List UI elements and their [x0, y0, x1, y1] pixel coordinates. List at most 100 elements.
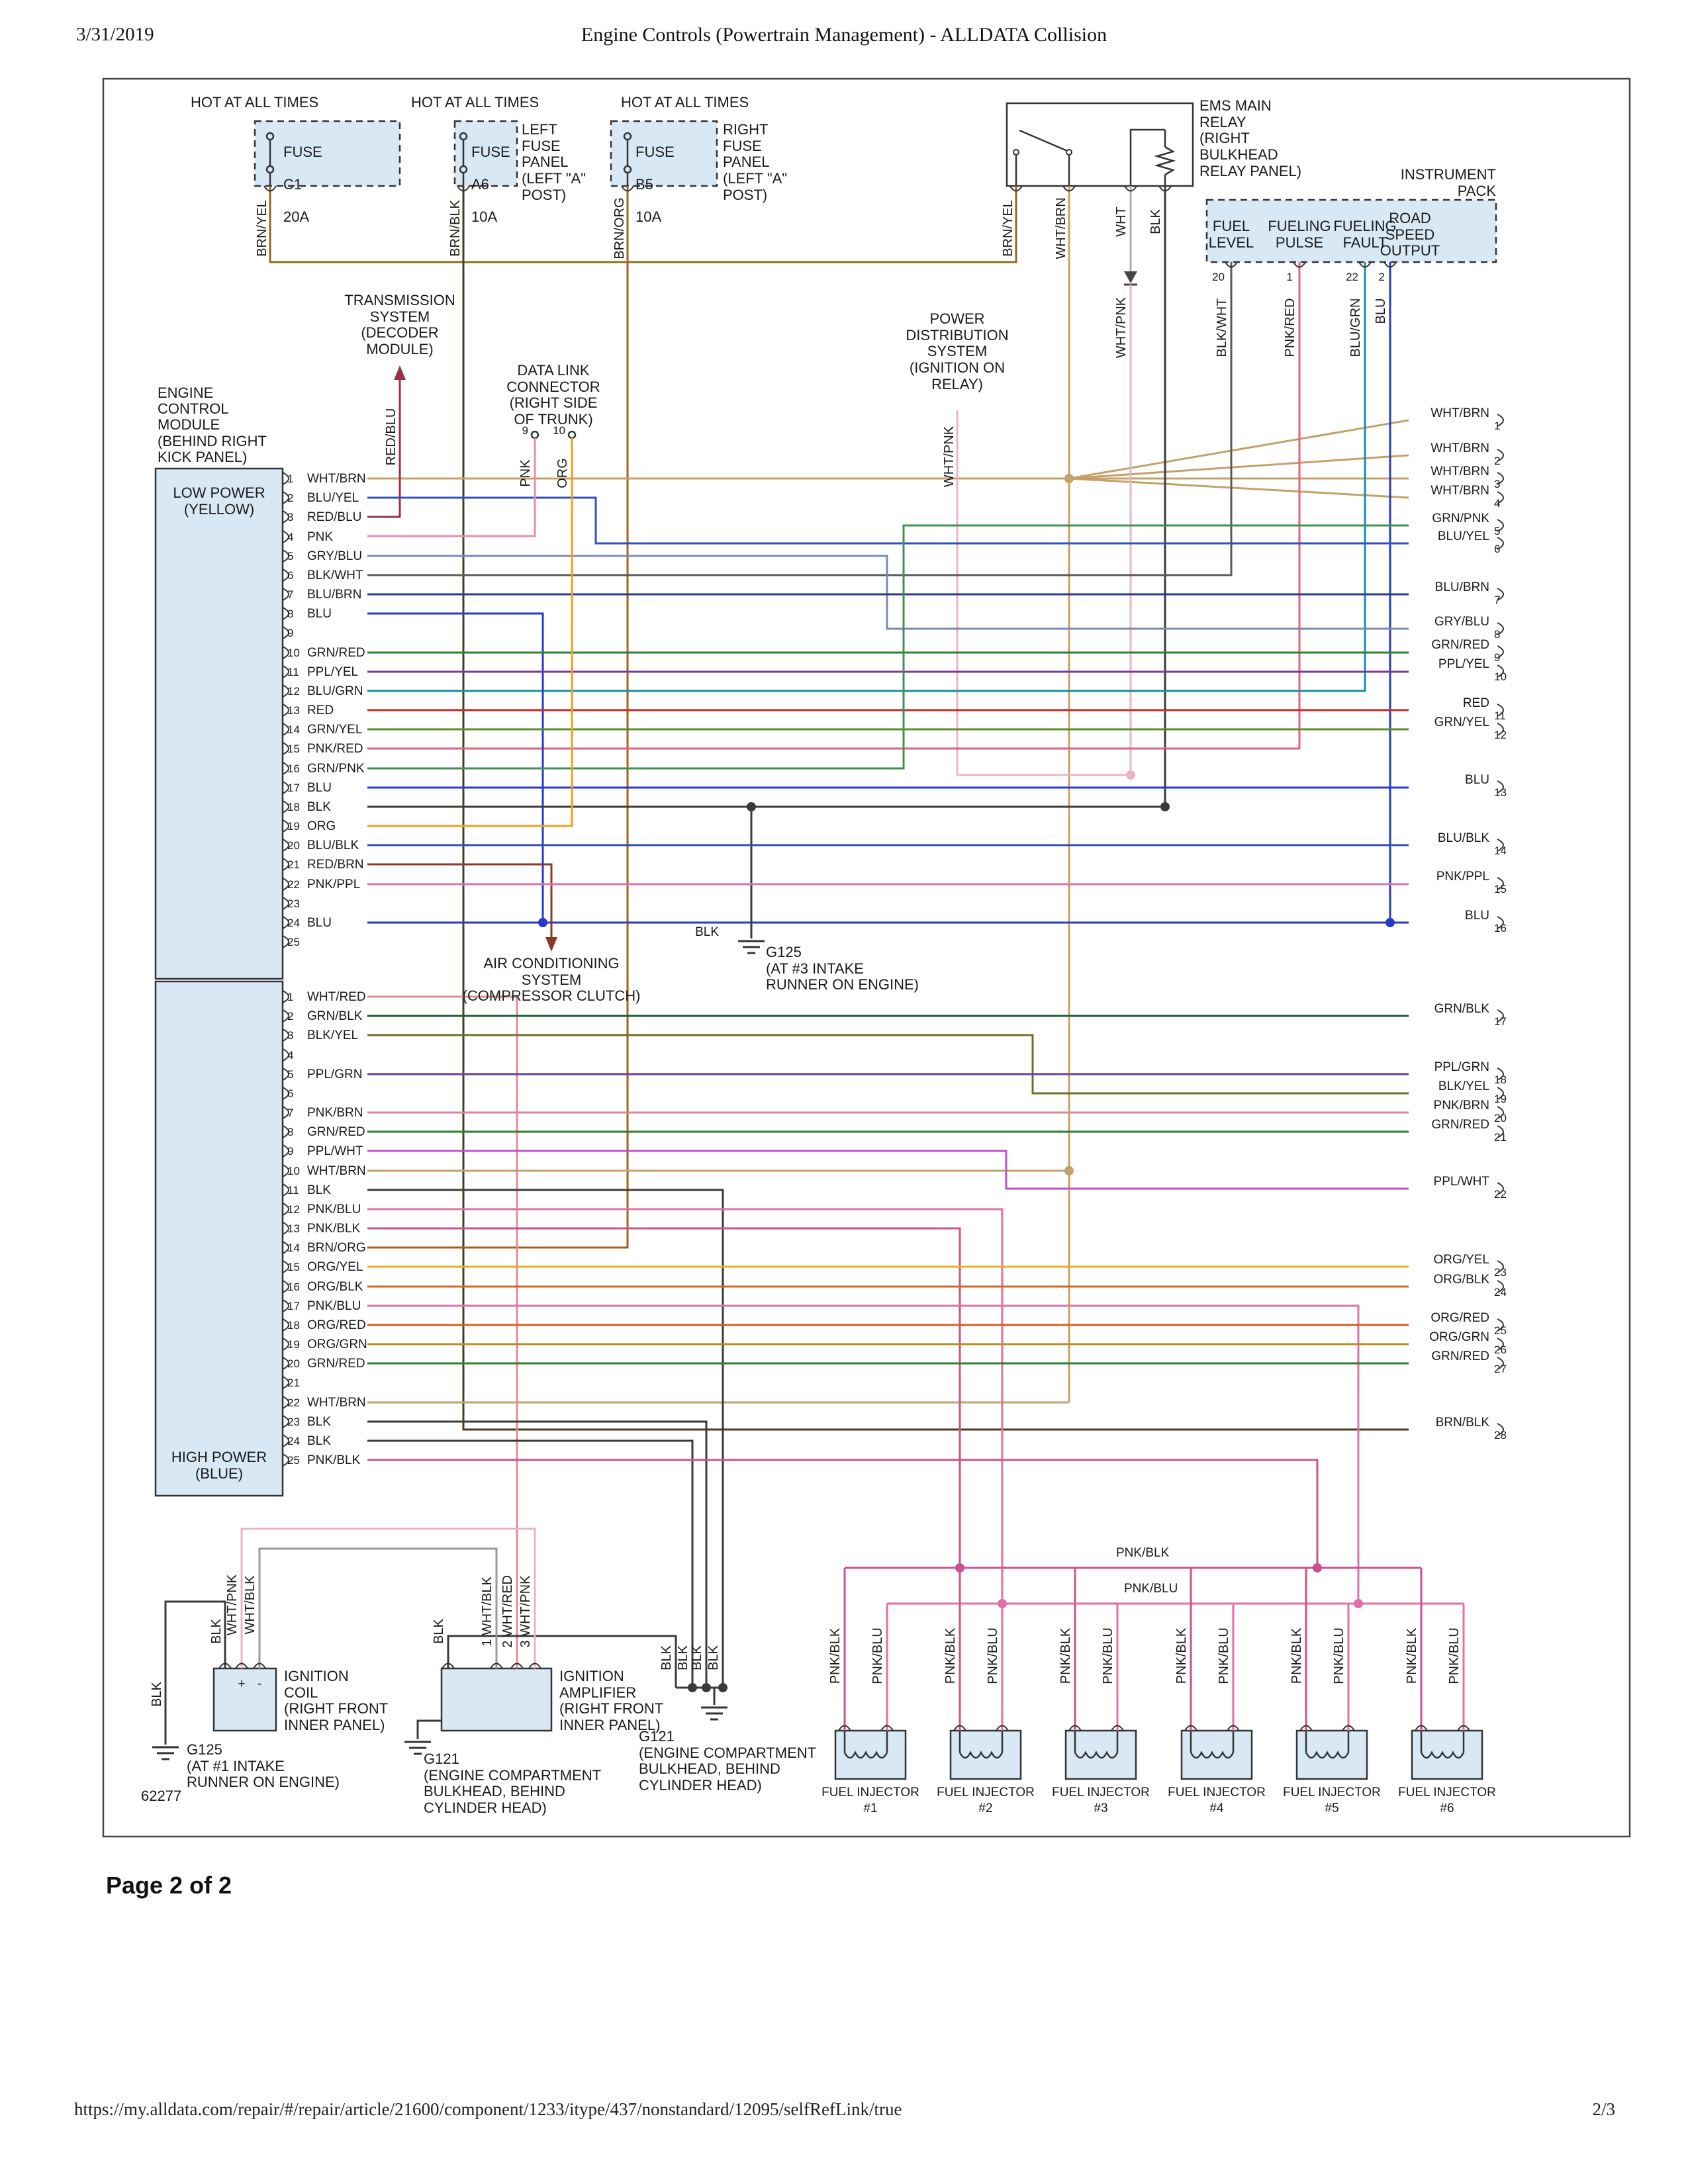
- right-edge-bracket: [1497, 414, 1504, 427]
- pin-bracket-icon: [1068, 1725, 1124, 1731]
- injector-coil-icon: [1190, 1731, 1235, 1759]
- wire-label-org: ORG: [555, 458, 570, 488]
- fuel-injector-box: [1180, 1729, 1253, 1780]
- injector-coil-icon: [1305, 1731, 1350, 1759]
- dlc-pin-number-10: 10: [553, 424, 565, 437]
- ecm-pin-bracket: [282, 704, 289, 717]
- junction-dot: [1313, 1563, 1322, 1572]
- ecm-high-pin-number: 15: [287, 1261, 300, 1273]
- ecm-high-pin-wire-label: BLK: [307, 1183, 331, 1197]
- wire-blu-grn: [367, 262, 1366, 692]
- pin-bracket-icon: [1415, 1725, 1470, 1731]
- hot-at-all-times-2: HOT AT ALL TIMES: [411, 94, 539, 111]
- ecm-pin-bracket: [282, 1299, 289, 1312]
- right-edge-wire-number: 20: [1494, 1112, 1507, 1124]
- ecm-pin-bracket: [282, 1280, 289, 1293]
- wire-blk-wht: [367, 262, 1233, 576]
- wire-pnk-blk: [367, 1227, 961, 1568]
- ecm-high-pin-wire-label: PNK/BLK: [307, 1453, 361, 1467]
- ecm-pin-bracket: [282, 1338, 289, 1351]
- fuse-word: FUSE: [471, 143, 510, 160]
- instrument-pack-label: INSTRUMENT PACK: [1400, 166, 1496, 199]
- ecm-high-pin-wire-label: WHT/BRN: [307, 1396, 366, 1410]
- ecm-low-pin-number: 4: [287, 531, 293, 543]
- ignition-amplifier-label: IGNITION AMPLIFIER (RIGHT FRONT INNER PA…: [559, 1668, 664, 1733]
- ecm-pin-bracket: [282, 1415, 289, 1428]
- ground-icon: [152, 1746, 179, 1760]
- fuel-injector-label: FUEL INJECTOR: [1283, 1786, 1381, 1799]
- fuel-injector-box: [1064, 1729, 1137, 1780]
- ecm-low-pin-number: 10: [287, 647, 300, 659]
- relay-contact-terminal: [1013, 149, 1019, 156]
- ecm-low-pin-number: 24: [287, 917, 300, 929]
- ecm-pin-bracket: [282, 1048, 289, 1062]
- wire-label-pnk-red: PNK/RED: [1283, 298, 1297, 357]
- pin-bracket-icon: [953, 1725, 1009, 1731]
- right-edge-bracket: [1497, 1068, 1504, 1081]
- ecm-high-pin-number: 2: [287, 1010, 293, 1023]
- ecm-high-pin-wire-label: PNK/BRN: [307, 1106, 363, 1120]
- right-edge-wire-number: 28: [1494, 1429, 1507, 1441]
- ecm-pin-bracket: [282, 858, 289, 871]
- ecm-low-pin-wire-label: RED/BRN: [307, 858, 364, 872]
- right-edge-wire-number: 24: [1494, 1286, 1507, 1298]
- wire-pnk: [367, 438, 536, 537]
- bus-label-pnk-blu: PNK/BLU: [1124, 1582, 1178, 1596]
- wire-blk: [164, 1600, 226, 1745]
- wire-blk: [447, 1635, 677, 1688]
- g125-3-label: G125 (AT #3 INTAKE RUNNER ON ENGINE): [766, 944, 919, 993]
- ecm-pin-bracket: [282, 916, 289, 929]
- pin-bracket-icon: [1299, 1725, 1355, 1731]
- fuse-word: FUSE: [635, 143, 675, 160]
- ecm-high-pin-number: 8: [287, 1126, 293, 1138]
- ems-relay-box: [1006, 102, 1194, 187]
- ecm-low-pin-number: 20: [287, 839, 300, 852]
- ecm-high-pin-number: 4: [287, 1049, 293, 1062]
- ecm-pin-bracket: [282, 1028, 289, 1042]
- pin-bracket-icon: [838, 1725, 894, 1731]
- ecm-low-pin-number: 2: [287, 492, 293, 504]
- wire-blk: [367, 1439, 694, 1688]
- ecm-high-pin-number: 6: [287, 1087, 293, 1100]
- right-edge-bracket: [1497, 1280, 1504, 1293]
- ecm-high-pin-number: 19: [287, 1338, 300, 1351]
- fuel-injector-label: FUEL INJECTOR: [821, 1786, 919, 1799]
- pin-bracket-icon: [1009, 185, 1023, 192]
- transmission-system-label: TRANSMISSION SYSTEM (DECODER MODULE): [344, 292, 455, 357]
- right-edge-wire-number: 4: [1494, 497, 1500, 510]
- injector-coil-icon: [959, 1731, 1004, 1759]
- right-edge-wire-label: GRN/RED: [1431, 638, 1489, 652]
- right-edge-wire-label: GRN/RED: [1431, 1118, 1489, 1132]
- ecm-label: ENGINE CONTROL MODULE (BEHIND RIGHT KICK…: [158, 385, 267, 465]
- ecm-high-pin-number: 14: [287, 1242, 300, 1254]
- wire-label-amp-pin1: 1 WHT/BLK: [480, 1576, 494, 1647]
- wire-red-blu: [367, 380, 401, 518]
- ems-relay-label: EMS MAIN RELAY (RIGHT BULKHEAD RELAY PAN…: [1199, 97, 1302, 179]
- injector-coil-icon: [1074, 1731, 1119, 1759]
- fuel-injector-box: [1295, 1729, 1368, 1780]
- right-edge-wire-number: 14: [1494, 844, 1507, 857]
- ecm-pin-bracket: [282, 626, 289, 639]
- ecm-low-pin-wire-label: ORG: [307, 819, 336, 833]
- ecm-high-pin-number: 3: [287, 1029, 293, 1042]
- right-edge-wire-label: BLU/YEL: [1438, 529, 1489, 543]
- wire-label-blk-amp: BLK: [432, 1618, 446, 1643]
- junction-dot: [747, 802, 756, 811]
- ecm-pin-bracket: [282, 1241, 289, 1254]
- ecm-high-pin-wire-label: BLK/YEL: [307, 1028, 358, 1042]
- wire-pnk-blk: [367, 1459, 1319, 1568]
- right-edge-bracket: [1497, 704, 1504, 717]
- ecm-high-pin-wire-label: GRN/RED: [307, 1357, 365, 1371]
- pin-bracket-icon: [253, 1662, 266, 1669]
- ecm-pin-bracket: [282, 781, 289, 794]
- right-edge-bracket: [1497, 491, 1504, 504]
- ignition-coil-box: [212, 1667, 277, 1732]
- ecm-low-pin-number: 7: [287, 588, 293, 601]
- junction-dot: [1160, 802, 1170, 811]
- ecm-pin-bracket: [282, 665, 289, 678]
- ecm-low-pin-number: 22: [287, 878, 300, 891]
- right-fuse-panel-label: RIGHT FUSE PANEL (LEFT "A" POST): [723, 121, 788, 203]
- wire-pnk-blu: [367, 1208, 1004, 1604]
- fuse-word: FUSE: [283, 143, 322, 160]
- right-edge-wire-number: 21: [1494, 1131, 1507, 1144]
